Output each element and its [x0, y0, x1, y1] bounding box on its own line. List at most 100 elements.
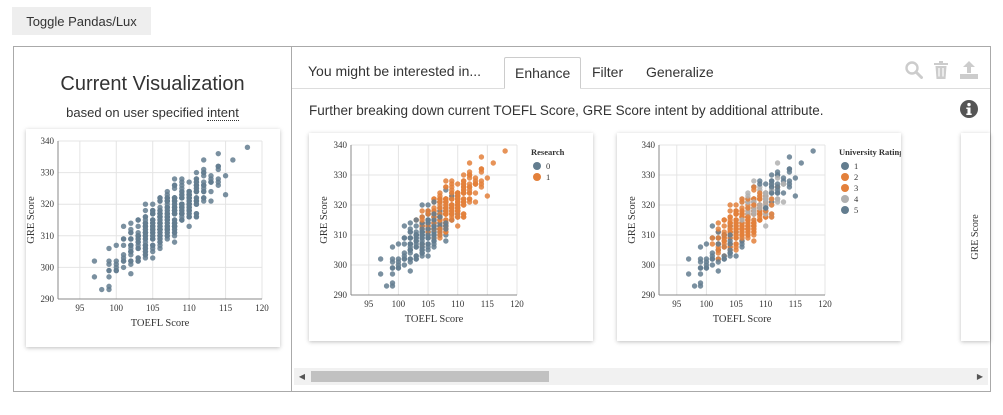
data-point — [208, 173, 214, 179]
data-point — [128, 248, 134, 255]
data-point — [135, 223, 141, 230]
data-point — [780, 199, 787, 205]
x-tick-label: 105 — [421, 299, 435, 309]
data-point — [745, 205, 751, 211]
data-point — [460, 211, 467, 217]
rating-chart-card[interactable]: 95 100 105 110 115 120 290 300 310 320 330 340 TOEFL… — [617, 133, 901, 341]
data-point — [413, 256, 419, 262]
data-point — [431, 211, 437, 217]
data-point — [739, 211, 745, 217]
data-point — [142, 201, 149, 207]
data-point — [786, 166, 793, 172]
data-point — [425, 202, 431, 208]
data-point — [150, 242, 156, 248]
data-point — [437, 226, 443, 232]
data-point — [763, 223, 769, 229]
data-point — [171, 210, 178, 217]
horizontal-scrollbar[interactable]: ◀ ▶ — [294, 368, 988, 385]
data-point — [478, 154, 485, 160]
legend-label: 5 — [854, 205, 858, 215]
data-point — [389, 244, 396, 250]
data-point — [431, 223, 437, 229]
legend-label: 1 — [854, 161, 858, 171]
data-point — [135, 233, 141, 239]
data-point — [733, 211, 739, 217]
export-icon[interactable] — [960, 61, 978, 84]
data-point — [751, 184, 757, 190]
toggle-pandas-lux-button[interactable]: Toggle Pandas/Lux — [12, 7, 151, 35]
data-point — [431, 217, 437, 223]
y-tick-label: 340 — [41, 136, 55, 146]
data-point — [478, 166, 485, 172]
data-point — [377, 271, 384, 277]
intent-link[interactable]: intent — [207, 105, 239, 121]
data-point — [455, 205, 461, 211]
data-point — [751, 238, 757, 244]
y-tick-label: 340 — [334, 140, 348, 150]
data-point — [407, 268, 413, 274]
data-point — [745, 214, 751, 220]
data-point — [407, 226, 413, 232]
info-icon[interactable] — [960, 100, 978, 123]
data-point — [751, 211, 757, 217]
data-point — [437, 205, 443, 211]
x-tick-label: 95 — [75, 303, 85, 313]
data-point — [715, 226, 721, 232]
data-point — [739, 235, 745, 241]
data-point — [407, 220, 413, 226]
scroll-right-arrow[interactable]: ▶ — [976, 372, 984, 381]
search-icon[interactable] — [905, 61, 923, 84]
data-point — [222, 192, 229, 198]
y-tick-label: 340 — [642, 140, 656, 150]
research-chart-card[interactable]: 95 100 105 110 115 120 290 300 310 320 330 340 TOEFL… — [309, 133, 593, 341]
legend-swatch — [841, 162, 849, 170]
data-point — [419, 226, 425, 232]
data-point — [739, 199, 745, 205]
scroll-left-arrow[interactable]: ◀ — [298, 372, 306, 381]
data-point — [157, 223, 163, 230]
data-point — [407, 247, 413, 253]
legend-label: 3 — [854, 183, 858, 193]
data-point — [502, 148, 508, 154]
data-point — [774, 181, 781, 187]
legend-title: Research — [531, 147, 565, 157]
data-point — [106, 267, 112, 274]
data-point — [443, 211, 449, 217]
data-point — [150, 201, 156, 207]
data-point — [425, 232, 431, 238]
data-point — [780, 190, 787, 196]
data-point — [466, 181, 473, 187]
partial-chart-card[interactable]: GRE Score — [961, 133, 990, 341]
tab-generalize[interactable]: Generalize — [646, 64, 714, 80]
data-point — [419, 202, 425, 208]
data-point — [128, 261, 134, 267]
data-point — [727, 217, 733, 223]
data-point — [443, 178, 449, 184]
data-point — [757, 178, 763, 184]
current-chart-card[interactable]: 95 100 105 110 115 120 290 300 310 320 330 340 TOEFL… — [26, 129, 280, 347]
data-point — [419, 241, 425, 247]
data-point — [395, 265, 402, 271]
data-point — [419, 217, 425, 223]
data-point — [739, 217, 745, 223]
data-point — [164, 226, 170, 233]
x-tick-label: 105 — [729, 299, 743, 309]
data-point — [697, 283, 704, 289]
data-point — [419, 232, 425, 238]
tab-enhance[interactable]: Enhance — [504, 57, 582, 89]
data-point — [150, 233, 156, 239]
data-point — [455, 223, 461, 229]
trash-icon[interactable] — [933, 61, 949, 84]
scroll-thumb[interactable] — [311, 371, 549, 382]
data-point — [208, 198, 214, 204]
data-point — [697, 244, 704, 250]
data-point — [113, 242, 119, 248]
data-point — [171, 220, 178, 226]
data-point — [709, 241, 716, 247]
data-point — [91, 258, 98, 264]
data-point — [768, 211, 775, 217]
tab-filter[interactable]: Filter — [592, 64, 624, 80]
data-point — [792, 175, 799, 181]
data-point — [389, 271, 396, 277]
data-point — [437, 193, 443, 199]
